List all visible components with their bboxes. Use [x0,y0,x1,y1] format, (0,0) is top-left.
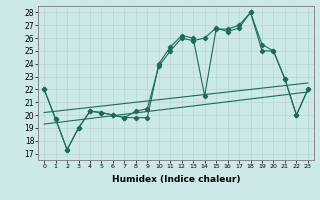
X-axis label: Humidex (Indice chaleur): Humidex (Indice chaleur) [112,175,240,184]
